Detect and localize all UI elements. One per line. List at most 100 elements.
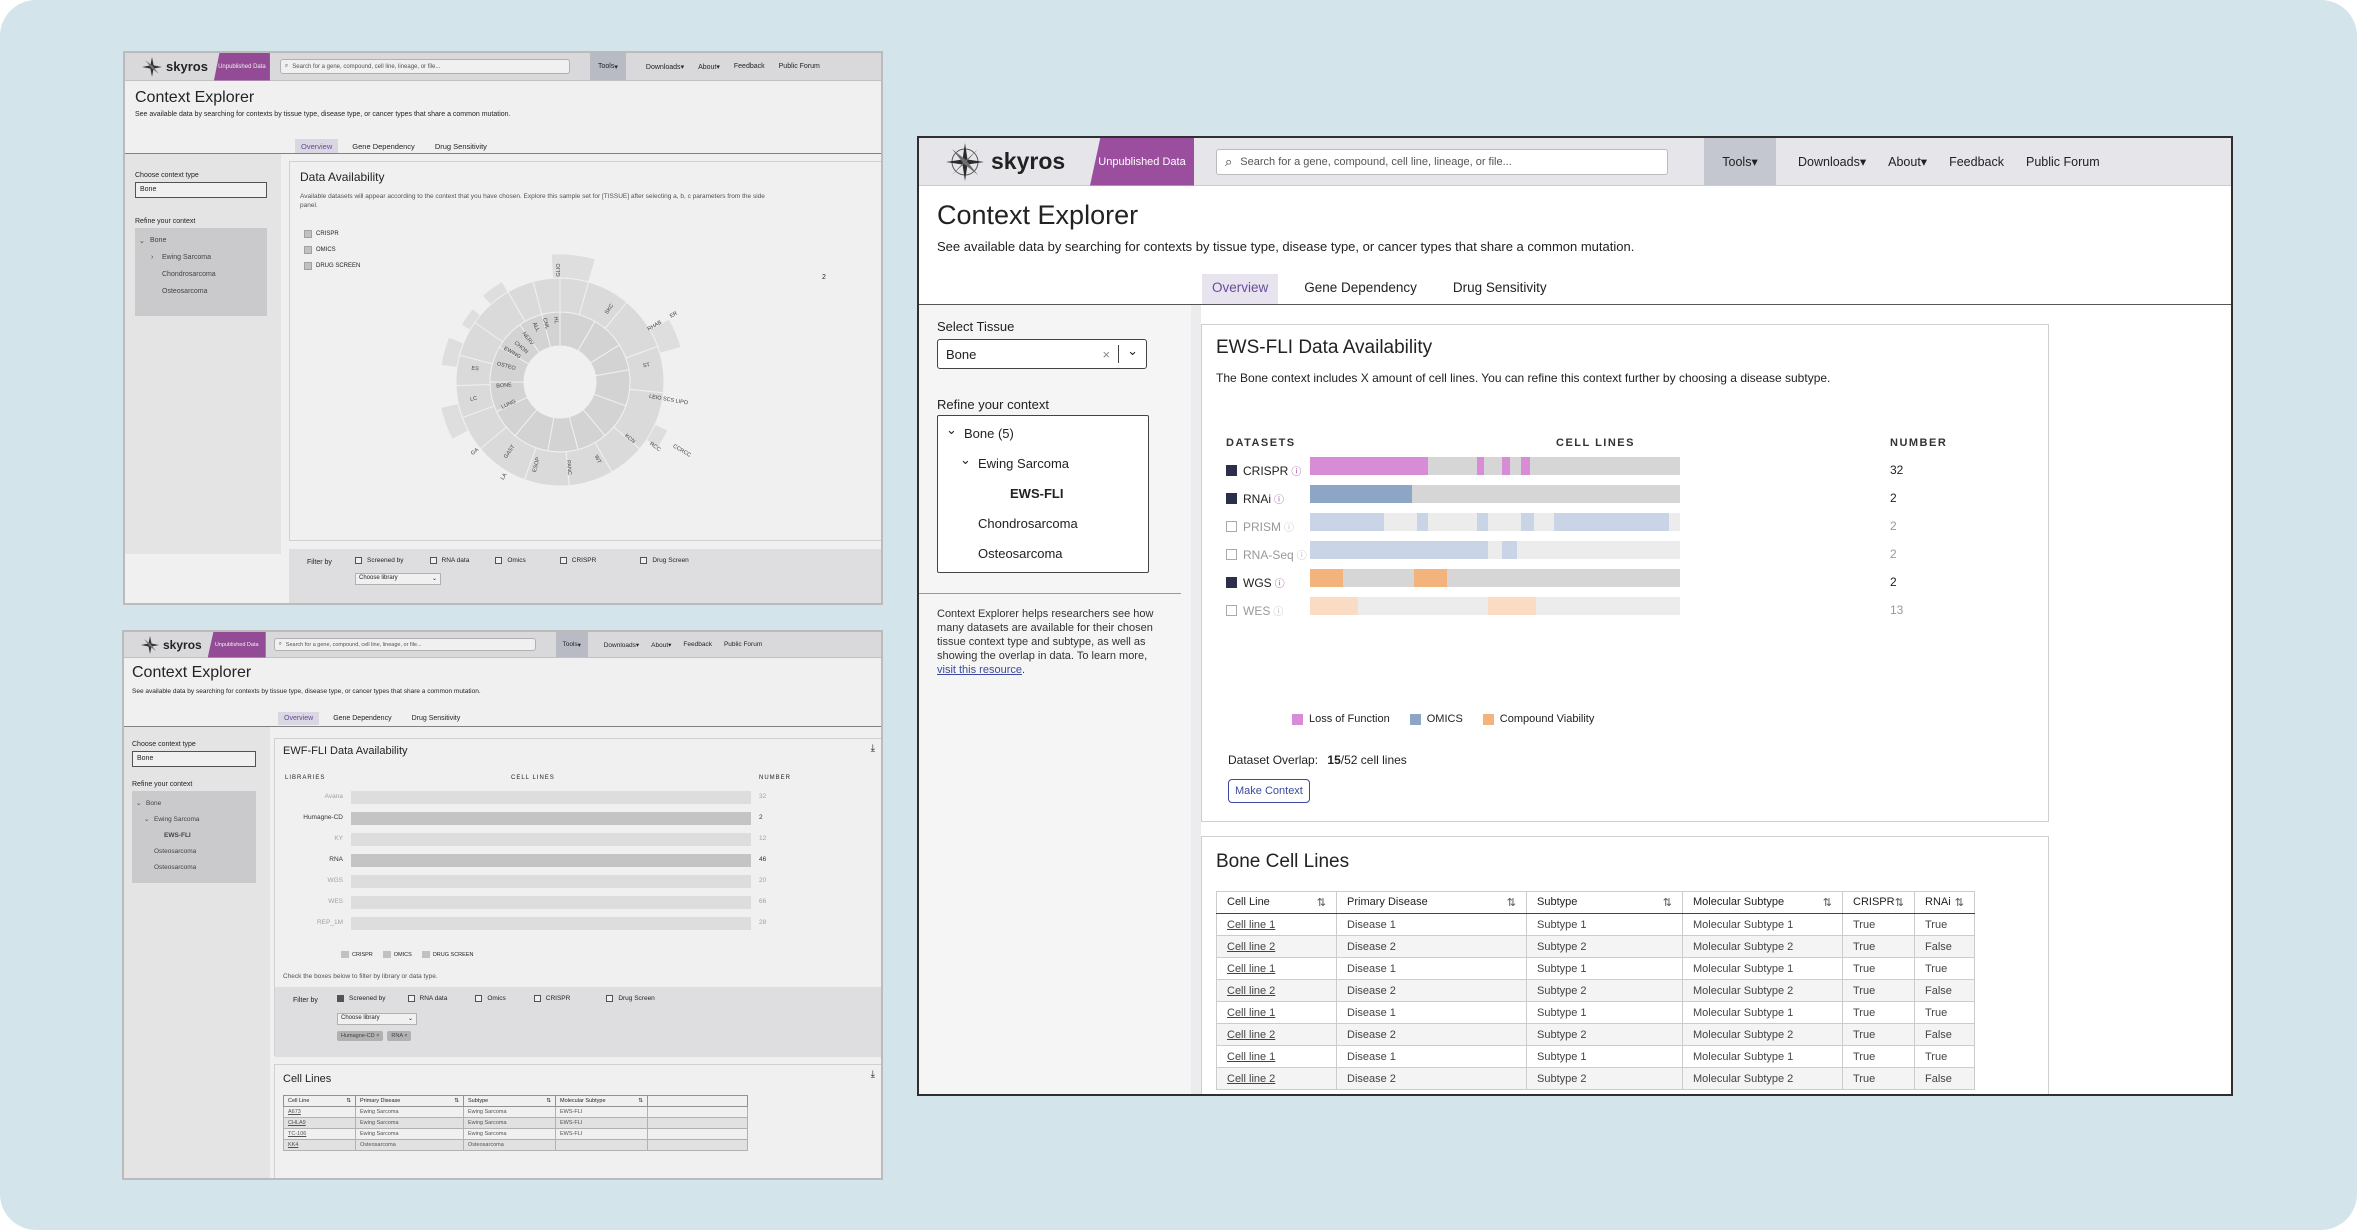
tree-item-osteosarcoma[interactable]: Osteosarcoma xyxy=(135,283,267,300)
tissue-select[interactable]: Bone × ⌄ xyxy=(937,339,1147,369)
cell-line-link[interactable]: TC-106 xyxy=(283,1128,356,1140)
sunburst-segment[interactable] xyxy=(481,280,509,306)
tree-item-chondrosarcoma[interactable]: Chondrosarcoma xyxy=(938,508,1148,538)
library-bar-wes[interactable] xyxy=(351,896,751,909)
sunburst-segment[interactable] xyxy=(550,253,596,283)
filter-checkbox[interactable] xyxy=(475,995,483,1002)
search-input[interactable]: ⌕ Search for a gene, compound, cell line… xyxy=(273,638,536,651)
sunburst-segment[interactable] xyxy=(532,277,561,315)
about-menu[interactable]: About▾ xyxy=(651,641,671,649)
sort-icon[interactable]: ⇅ xyxy=(1506,897,1516,909)
filter-omics[interactable]: Omics xyxy=(475,995,506,1002)
chevron-down-icon[interactable]: ⌄ xyxy=(960,452,971,467)
filter-checkbox[interactable] xyxy=(407,995,415,1002)
public-forum-link[interactable]: Public Forum xyxy=(778,63,820,70)
sort-icon[interactable]: ⇅ xyxy=(638,1098,643,1104)
table-row[interactable]: TC-106 Ewing Sarcoma Ewing Sarcoma EWS-FLI xyxy=(283,1128,748,1140)
sunburst-segment[interactable] xyxy=(440,403,469,440)
filter-checkbox[interactable] xyxy=(429,557,437,564)
cell-line-link[interactable]: KK4 xyxy=(283,1139,356,1151)
search-input[interactable]: ⌕ Search for a gene, compound, cell line… xyxy=(1216,148,1668,175)
chevron-down-icon[interactable]: ⌄ xyxy=(144,816,150,823)
filter-drug-screen[interactable]: Drug Screen xyxy=(606,995,655,1002)
tree-item-chondrosarcoma[interactable]: Chondrosarcoma xyxy=(135,266,267,283)
library-bar-wgs[interactable] xyxy=(351,875,751,888)
chevron-right-icon[interactable]: › xyxy=(151,254,154,261)
feedback-link[interactable]: Feedback xyxy=(1949,154,2004,169)
tools-menu[interactable]: Tools ▾ xyxy=(1704,138,1776,185)
feedback-link[interactable]: Feedback xyxy=(733,63,765,70)
choose-library-select[interactable]: Choose library ⌄ xyxy=(337,1013,417,1025)
logo[interactable]: skyros xyxy=(945,138,1090,186)
info-icon[interactable]: ⓘ xyxy=(1274,495,1285,506)
tab-gene-dependency[interactable]: Gene Dependency xyxy=(1304,280,1417,295)
tree-item-bone[interactable]: ⌄ Bone xyxy=(135,232,267,249)
cell-line-link[interactable]: Cell line 1 xyxy=(1216,957,1337,980)
tab-overview[interactable]: Overview xyxy=(1202,274,1279,304)
library-bar-rep-1m[interactable] xyxy=(351,917,751,930)
filter-checkbox[interactable] xyxy=(559,557,567,564)
chevron-down-icon[interactable]: ⌄ xyxy=(1127,343,1138,358)
sort-icon[interactable]: ⇅ xyxy=(546,1098,551,1104)
logo[interactable]: skyros xyxy=(141,56,208,78)
cell-line-link[interactable]: Cell line 2 xyxy=(1216,1067,1337,1090)
tree-item-ewing-sarcoma[interactable]: ⌄ Ewing Sarcoma xyxy=(132,811,256,827)
library-bar-avana[interactable] xyxy=(351,791,751,804)
column-header-crispr[interactable]: CRISPR ⇅ xyxy=(1842,891,1915,914)
table-row[interactable]: Cell line 2 Disease 2 Subtype 2 Molecular S… xyxy=(1216,1023,1975,1046)
public-forum-link[interactable]: Public Forum xyxy=(2025,154,2100,169)
cell-line-link[interactable]: Cell line 2 xyxy=(1216,1023,1337,1046)
info-icon[interactable]: ⓘ xyxy=(1291,467,1302,478)
column-header-subtype[interactable]: Subtype ⇅ xyxy=(1526,891,1683,914)
tree-item-ewing-sarcoma[interactable]: › Ewing Sarcoma xyxy=(135,249,267,266)
sort-icon[interactable]: ⇅ xyxy=(1954,897,1964,909)
info-icon[interactable]: ⓘ xyxy=(1273,607,1284,618)
filter-screened-by[interactable]: Screened by xyxy=(355,557,404,564)
table-row[interactable]: KK4 Osteosarcoma Osteosarcoma xyxy=(283,1139,748,1151)
filter-checkbox[interactable] xyxy=(533,995,541,1002)
sunburst-segment[interactable] xyxy=(645,423,669,449)
column-header-molecular-subtype[interactable]: Molecular Subtype ⇅ xyxy=(555,1095,648,1107)
tree-item-osteosarcoma[interactable]: Osteosarcoma xyxy=(132,859,256,875)
tree-item-bone[interactable]: ⌄ Bone xyxy=(132,795,256,811)
table-row[interactable]: A673 Ewing Sarcoma Ewing Sarcoma EWS-FLI xyxy=(283,1106,748,1118)
cell-line-link[interactable]: CHLA9 xyxy=(283,1117,356,1129)
sunburst-segment[interactable] xyxy=(440,336,465,369)
cell-line-link[interactable]: Cell line 1 xyxy=(1216,913,1337,936)
info-icon[interactable]: ⓘ xyxy=(1274,579,1285,590)
library-chip-rna[interactable]: RNA × xyxy=(387,1031,412,1041)
table-row[interactable]: CHLA9 Ewing Sarcoma Ewing Sarcoma EWS-FLI xyxy=(283,1117,748,1129)
sort-icon[interactable]: ⇅ xyxy=(1662,897,1672,909)
chevron-down-icon[interactable]: ⌄ xyxy=(946,422,957,437)
filter-drug-screen[interactable]: Drug Screen xyxy=(640,557,689,564)
make-context-button[interactable]: Make Context xyxy=(1228,779,1310,803)
filter-rna-data[interactable]: RNA data xyxy=(429,557,469,564)
chevron-down-icon[interactable]: ⌄ xyxy=(136,800,142,807)
download-icon[interactable]: ⤓ xyxy=(870,743,875,754)
tree-item-ews-fli[interactable]: EWS-FLI xyxy=(938,478,1148,508)
tab-drug-sensitivity[interactable]: Drug Sensitivity xyxy=(411,715,461,722)
public-forum-link[interactable]: Public Forum xyxy=(723,641,763,648)
library-chip-humagne-cd[interactable]: Humagne-CD × xyxy=(337,1031,384,1041)
tab-drug-sensitivity[interactable]: Drug Sensitivity xyxy=(1452,280,1547,295)
tab-drug-sensitivity[interactable]: Drug Sensitivity xyxy=(434,142,487,151)
dataset-checkbox[interactable] xyxy=(1226,493,1237,504)
table-row[interactable]: Cell line 1 Disease 1 Subtype 1 Molecular S… xyxy=(1216,913,1975,936)
filter-checkbox[interactable] xyxy=(337,995,344,1002)
about-menu[interactable]: About▾ xyxy=(698,63,720,71)
filter-checkbox[interactable] xyxy=(355,557,362,564)
table-row[interactable]: Cell line 1 Disease 1 Subtype 1 Molecular S… xyxy=(1216,957,1975,980)
filter-checkbox[interactable] xyxy=(606,995,614,1002)
column-header-molecular-subtype[interactable]: Molecular Subtype ⇅ xyxy=(1682,891,1843,914)
filter-omics[interactable]: Omics xyxy=(495,557,526,564)
sunburst-segment[interactable] xyxy=(649,318,682,354)
choose-library-select[interactable]: Choose library ⌄ xyxy=(355,573,441,585)
chevron-down-icon[interactable]: ⌄ xyxy=(139,237,145,245)
downloads-menu[interactable]: Downloads▾ xyxy=(646,63,684,71)
column-header-subtype[interactable]: Subtype ⇅ xyxy=(463,1095,556,1107)
filter-checkbox[interactable] xyxy=(495,557,503,564)
tab-gene-dependency[interactable]: Gene Dependency xyxy=(352,142,415,151)
dataset-checkbox[interactable] xyxy=(1226,605,1237,616)
sort-icon[interactable]: ⇅ xyxy=(1894,897,1904,909)
column-header-cell-line[interactable]: Cell Line ⇅ xyxy=(1216,891,1337,914)
